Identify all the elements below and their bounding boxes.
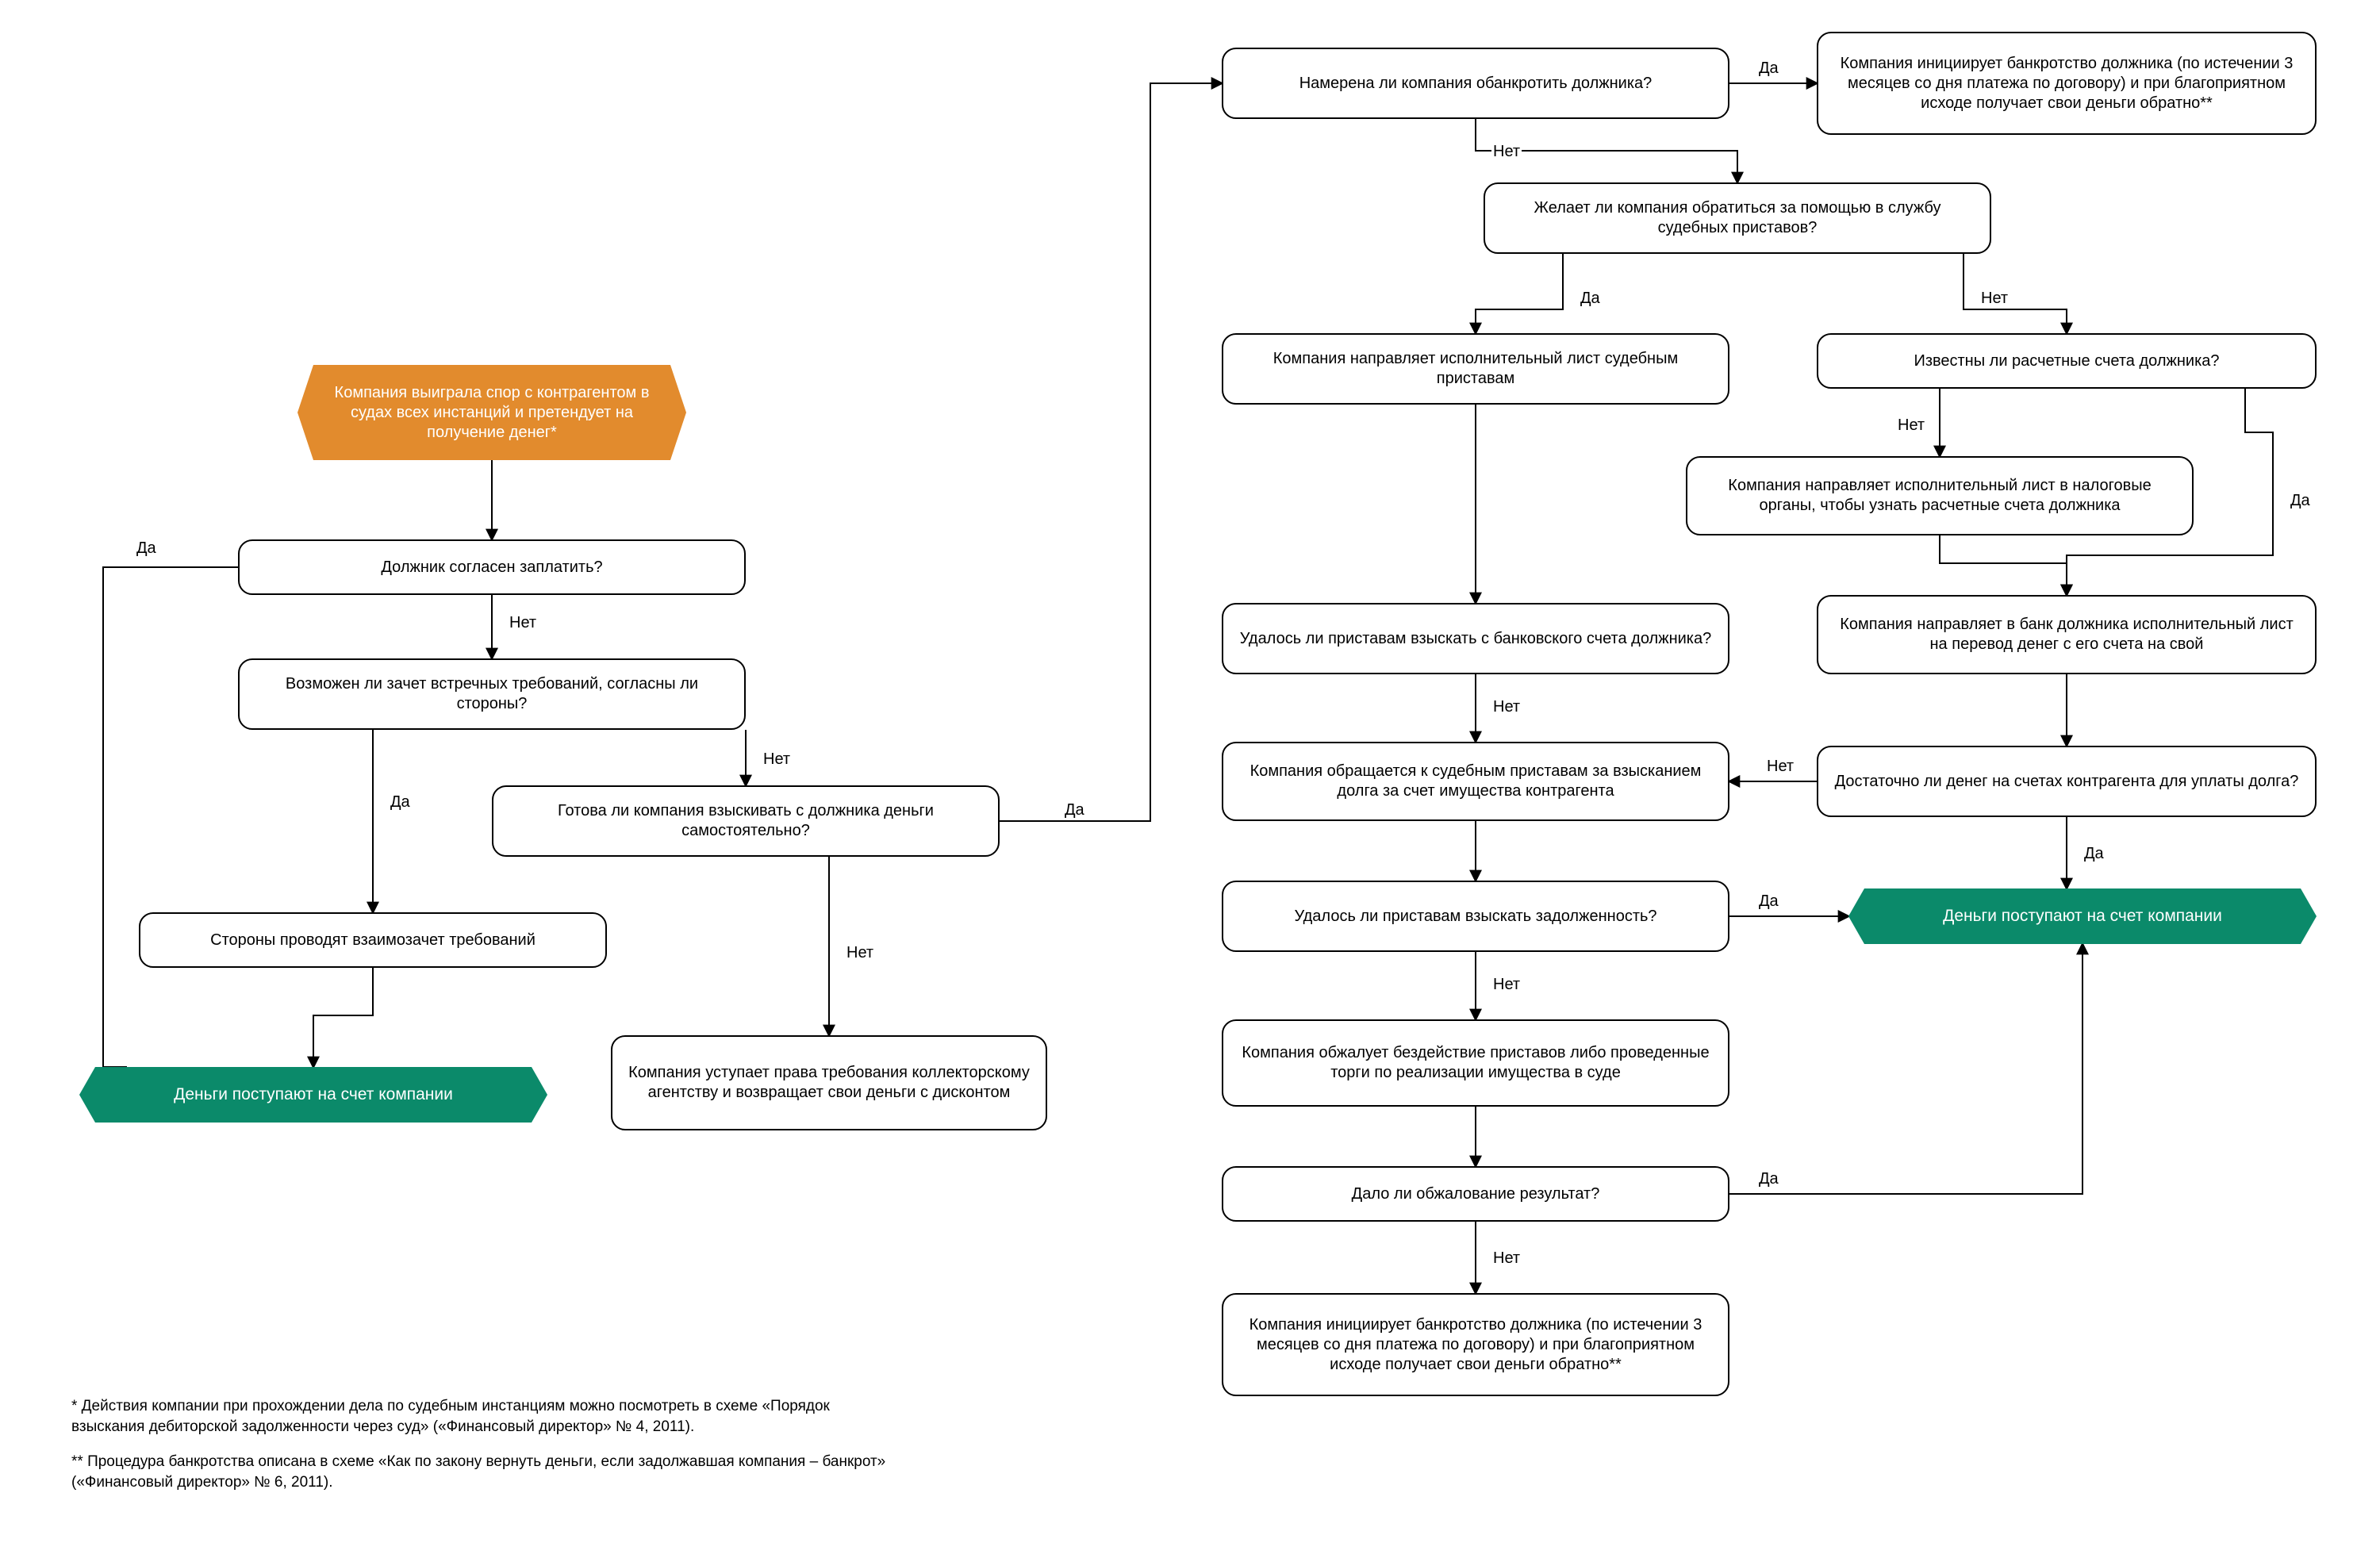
edge-label-n_offset_q-n_mutual: Да (389, 793, 412, 812)
node-n_self_collect: Готова ли компания взыскивать с должника… (492, 785, 1000, 857)
node-n_bankrupt_top: Компания инициирует банкротство должника… (1817, 32, 2317, 135)
node-n_send_bailiffs: Компания направляет исполнительный лист … (1222, 333, 1729, 405)
edge-label-n_bailiff_collect_q-n_appeal: Нет (1491, 976, 1522, 994)
node-n_bank_transfer: Компания направляет в банк должника испо… (1817, 595, 2317, 674)
flowchart-canvas: Компания выиграла спор с контрагентом в … (0, 0, 2380, 1562)
node-n_bailiff_bank_q: Удалось ли приставам взыскать с банковск… (1222, 603, 1729, 674)
footnote-2: ** Процедура банкротства описана в схеме… (71, 1452, 904, 1492)
node-n_offset_q: Возможен ли зачет встречных требований, … (238, 658, 746, 730)
node-n_appeal: Компания обжалует бездействие приставов … (1222, 1019, 1729, 1107)
edge-n_appeal_result-end_right (1729, 944, 2082, 1194)
edge-label-n_accounts_known-n_tax_office: Нет (1896, 416, 1926, 435)
edge-label-n_appeal_result-end_right: Да (1757, 1170, 1780, 1188)
edge-label-n_accounts_known-n_bank_transfer: Да (2289, 492, 2312, 510)
node-n_pay: Должник согласен заплатить? (238, 539, 746, 595)
edge-label-n_self_collect-n_bankrupt_q: Да (1063, 801, 1086, 819)
node-n_appeal_result: Дало ли обжалование результат? (1222, 1166, 1729, 1222)
node-n_bailiff_q: Желает ли компания обратиться за помощью… (1484, 182, 1991, 254)
node-end_left: Деньги поступают на счет компании (79, 1067, 547, 1123)
edge-label-n_self_collect-n_collectors: Нет (845, 944, 875, 962)
node-start: Компания выиграла спор с контрагентом в … (298, 365, 686, 460)
node-n_mutual: Стороны проводят взаимозачет требований (139, 912, 607, 968)
node-n_collectors: Компания уступает права требования колле… (611, 1035, 1047, 1130)
node-n_tax_office: Компания направляет исполнительный лист … (1686, 456, 2194, 535)
edge-label-n_enough_money-n_property: Нет (1765, 758, 1795, 776)
node-n_property: Компания обращается к судебным приставам… (1222, 742, 1729, 821)
edge-label-n_pay-end_left: Да (135, 539, 158, 558)
edge-label-n_enough_money-end_right: Да (2082, 845, 2106, 863)
node-n_accounts_known: Известны ли расчетные счета должника? (1817, 333, 2317, 389)
edge-n_tax_office-n_bank_transfer (1940, 535, 2067, 595)
edge-label-n_bailiff_bank_q-n_property: Нет (1491, 698, 1522, 716)
node-n_enough_money: Достаточно ли денег на счетах контрагент… (1817, 746, 2317, 817)
edge-n_self_collect-n_bankrupt_q (1000, 83, 1222, 821)
node-end_right: Деньги поступают на счет компании (1848, 888, 2317, 944)
edge-n_bailiff_q-n_send_bailiffs (1476, 254, 1563, 333)
edge-label-n_bailiff_q-n_accounts_known: Нет (1979, 290, 2010, 308)
edge-label-n_bankrupt_q-n_bankrupt_top: Да (1757, 59, 1780, 78)
edge-n_pay-end_left (103, 567, 238, 1067)
edge-label-n_offset_q-n_self_collect: Нет (762, 750, 792, 769)
edge-label-n_bailiff_collect_q-end_right: Да (1757, 892, 1780, 911)
edge-label-n_appeal_result-n_bankrupt_bottom: Нет (1491, 1249, 1522, 1268)
node-n_bailiff_collect_q: Удалось ли приставам взыскать задолженно… (1222, 881, 1729, 952)
edge-label-n_pay-n_offset_q: Нет (508, 614, 538, 632)
node-n_bankrupt_bottom: Компания инициирует банкротство должника… (1222, 1293, 1729, 1396)
edge-n_mutual-end_left (313, 968, 373, 1067)
footnote-1: * Действия компании при прохождении дела… (71, 1396, 904, 1437)
node-n_bankrupt_q: Намерена ли компания обанкротить должник… (1222, 48, 1729, 119)
edge-label-n_bankrupt_q-n_bailiff_q: Нет (1491, 143, 1522, 161)
edge-label-n_bailiff_q-n_send_bailiffs: Да (1579, 290, 1602, 308)
